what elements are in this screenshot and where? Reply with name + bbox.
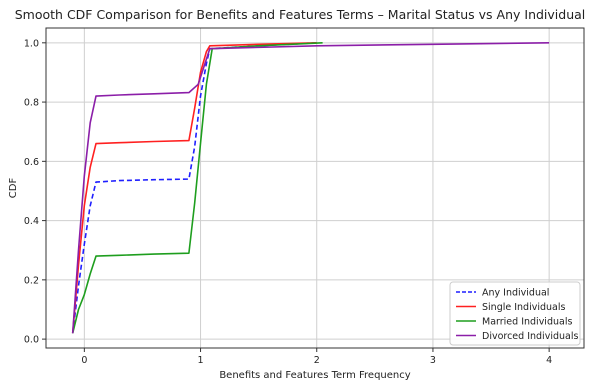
x-tick-label: 3 <box>430 355 436 366</box>
y-tick-label: 0.6 <box>24 157 39 168</box>
x-tick-label: 4 <box>546 355 552 366</box>
x-tick-label: 2 <box>314 355 320 366</box>
x-axis-label: Benefits and Features Term Frequency <box>219 370 410 381</box>
y-tick-label: 0.2 <box>24 275 39 286</box>
chart-title: Smooth CDF Comparison for Benefits and F… <box>15 7 586 22</box>
series-line <box>71 42 317 334</box>
y-tick-label: 1.0 <box>24 38 39 49</box>
grid-lines <box>46 28 584 348</box>
y-axis-ticks: 0.0 0.2 0.4 0.6 0.8 1.0 <box>24 38 46 346</box>
x-tick-label: 0 <box>81 355 87 366</box>
x-axis-ticks: 0 1 2 3 4 <box>81 348 552 366</box>
series-line <box>71 42 550 334</box>
y-tick-label: 0.4 <box>24 216 39 227</box>
legend-label: Any Individual <box>482 288 549 299</box>
series-line <box>71 42 323 334</box>
y-axis-label: CDF <box>8 178 19 199</box>
legend-label: Single Individuals <box>482 302 565 313</box>
y-tick-label: 0.8 <box>24 98 39 109</box>
legend: Any Individual Single Individuals Married … <box>449 281 581 346</box>
legend-label: Divorced Individuals <box>482 331 578 342</box>
series-line <box>71 42 317 334</box>
plot-frame <box>45 27 585 349</box>
legend-box <box>449 281 581 346</box>
y-tick-label: 0.0 <box>24 335 39 346</box>
legend-label: Married Individuals <box>482 317 572 328</box>
series-lines <box>71 42 550 334</box>
x-tick-label: 1 <box>198 355 204 366</box>
